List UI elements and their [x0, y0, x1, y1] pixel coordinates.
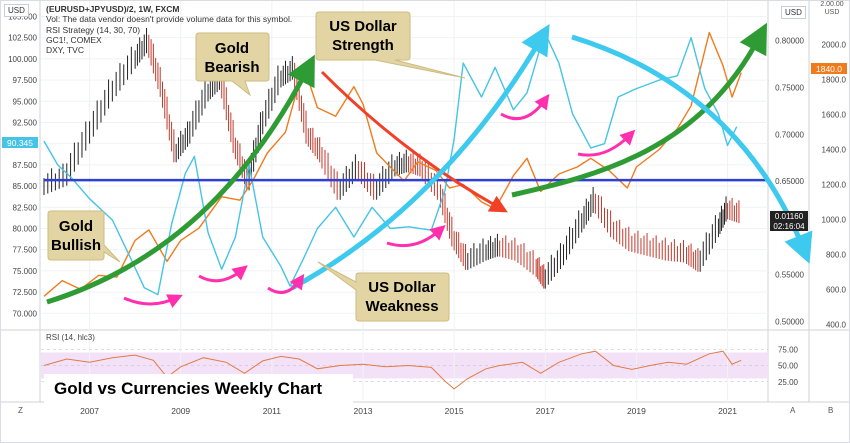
left-axis-tick: 92.500: [13, 118, 38, 127]
rsi-axis-tick: 50.00: [778, 362, 799, 371]
usd-weakness-cyan-arrow[interactable]: [571, 34, 813, 264]
currency-tag-right[interactable]: USD: [781, 6, 806, 19]
x-axis-tick: 2009: [171, 406, 190, 416]
callout-usd-strength[interactable]: US Dollar Strength: [315, 11, 466, 79]
right-axis-tick: 1600.0: [822, 111, 847, 120]
callout-shape: [317, 261, 450, 322]
right-axis-tick: 1000.0: [822, 215, 847, 224]
fx-price-badge: 0.01160 02:16:04: [770, 211, 808, 231]
series-line-dxy: [43, 32, 738, 296]
pink-arrow-5[interactable]: [500, 93, 550, 121]
left-axis-tick: 70.000: [13, 309, 38, 318]
mid-axis-tick: 0.65000: [775, 177, 804, 186]
x-axis-tick: 2007: [80, 406, 99, 416]
left-axis-tick: 100.000: [8, 55, 37, 64]
x-axis-tick: 2013: [354, 406, 373, 416]
left-axis-tick: 77.500: [13, 246, 38, 255]
callout-shape: [195, 32, 270, 97]
mid-axis-tick: 0.70000: [775, 130, 804, 139]
legend-strategy[interactable]: RSI Strategy (14, 30, 70): [46, 24, 141, 35]
callout-line-2: Bullish: [51, 237, 101, 254]
callout-line-1: Gold: [59, 218, 93, 235]
callout-shape: [315, 11, 466, 79]
right-axis-tick: 600.0: [826, 285, 847, 294]
mid-axis-tick: 0.50000: [775, 317, 804, 326]
pink-arrow-2[interactable]: [198, 265, 248, 283]
x-axis-tick: 2017: [536, 406, 555, 416]
left-axis-tick: 95.000: [13, 97, 38, 106]
left-axis-tick: 82.500: [13, 203, 38, 212]
callout-shape: [47, 210, 121, 263]
right-axis-tick: 1800.0: [822, 76, 847, 85]
legend-dxy[interactable]: DXY, TVC: [46, 45, 84, 56]
x-axis-tick: 2021: [718, 406, 737, 416]
right-axis-tick: 2000.0: [822, 41, 847, 50]
corner-b-label[interactable]: B: [828, 406, 834, 415]
left-axis-tick: 80.000: [13, 224, 38, 233]
corner-left-label[interactable]: Z: [18, 406, 23, 415]
mid-axis-tick: 0.55000: [775, 271, 804, 280]
left-axis-tick: 85.000: [13, 182, 38, 191]
callout-line-1: US Dollar: [368, 279, 436, 296]
x-axis-tick: 2011: [263, 406, 282, 416]
pink-arrow-3[interactable]: [267, 273, 305, 294]
callout-line-2: Strength: [332, 37, 394, 54]
mid-axis-tick: 0.75000: [775, 84, 804, 93]
chart-title-box: Gold vs Currencies Weekly Chart: [44, 374, 353, 404]
gold-bullish-green-arrow[interactable]: [46, 54, 315, 305]
x-axis-tick: 2015: [445, 406, 464, 416]
right-top-label: 2.00.00 USD: [820, 1, 844, 16]
left-axis-ticks: 105.000102.500100.00097.50095.00092.5009…: [8, 12, 37, 318]
pink-arrow-1[interactable]: [123, 294, 183, 308]
left-price-badge-text: 90.345: [7, 138, 33, 148]
left-axis-tick: 102.500: [8, 34, 37, 43]
rsi-axis-tick: 25.00: [778, 378, 799, 387]
left-price-badge: 90.345: [2, 137, 38, 148]
left-axis-tick: 75.000: [13, 267, 38, 276]
legend-symbol[interactable]: (EURUSD+JPYUSD)/2, 1W, FXCM: [46, 4, 180, 14]
x-axis-ticks: 2007 2009 2011 2013 2015 2017 2019 2021: [80, 406, 737, 416]
left-axis-tick: 97.500: [13, 76, 38, 85]
gold-bearish-red-arrow[interactable]: [320, 70, 508, 213]
callout-line-1: US Dollar: [329, 18, 397, 35]
callout-usd-weakness[interactable]: US Dollar Weakness: [317, 261, 450, 322]
callout-line-2: Weakness: [365, 298, 438, 315]
right-axis-ticks: 2000.0 1800.0 1600.0 1400.0 1200.0 1000.0 800.…: [822, 41, 847, 330]
callout-line-2: Bearish: [204, 59, 259, 76]
legend-info: (EURUSD+JPYUSD)/2, 1W, FXCM Vol: The dat…: [46, 4, 292, 55]
series-line-rsi: [43, 350, 742, 390]
left-axis-tick: 87.500: [13, 161, 38, 170]
callout-line-1: Gold: [215, 40, 249, 57]
gold-price-badge: 1840.0: [811, 63, 847, 74]
rsi-label: RSI (14, hlc3): [46, 333, 95, 342]
legend-volume-note: Vol: The data vendor doesn't provide vol…: [46, 14, 293, 25]
callout-gold-bullish[interactable]: Gold Bullish: [47, 210, 121, 263]
rsi-axis-tick: 75.00: [778, 345, 799, 354]
right-axis-tick: 800.0: [826, 250, 847, 259]
gold-bullish-green-arrow-2[interactable]: [511, 22, 767, 198]
pink-arrow-6[interactable]: [577, 129, 636, 157]
x-axis-tick: 2019: [627, 406, 646, 416]
callout-gold-bearish[interactable]: Gold Bearish: [195, 32, 270, 97]
corner-a-label[interactable]: A: [790, 406, 796, 415]
mid-axis-ticks: 0.800000.750000.700000.650000.600000.550…: [775, 37, 804, 327]
fx-price-badge-text: 0.01160: [775, 212, 804, 221]
legend-gold[interactable]: GC1!, COMEX: [46, 34, 102, 45]
rsi-axis-ticks: 75.00 50.00 25.00: [778, 345, 799, 387]
chart-title: Gold vs Currencies Weekly Chart: [54, 379, 323, 398]
currency-tag-left[interactable]: USD: [4, 4, 29, 17]
mid-axis-tick: 0.80000: [775, 37, 804, 46]
left-axis-tick: 72.500: [13, 288, 38, 297]
annotation-arrows: [46, 22, 813, 308]
pink-arrow-4[interactable]: [386, 225, 446, 248]
right-axis-tick: 1400.0: [822, 146, 847, 155]
fx-countdown-badge-text: 02:16:04: [773, 222, 805, 231]
right-axis-tick: 400.0: [826, 320, 847, 329]
gold-price-badge-text: 1840.0: [816, 64, 842, 74]
right-axis-tick: 1200.0: [822, 180, 847, 189]
